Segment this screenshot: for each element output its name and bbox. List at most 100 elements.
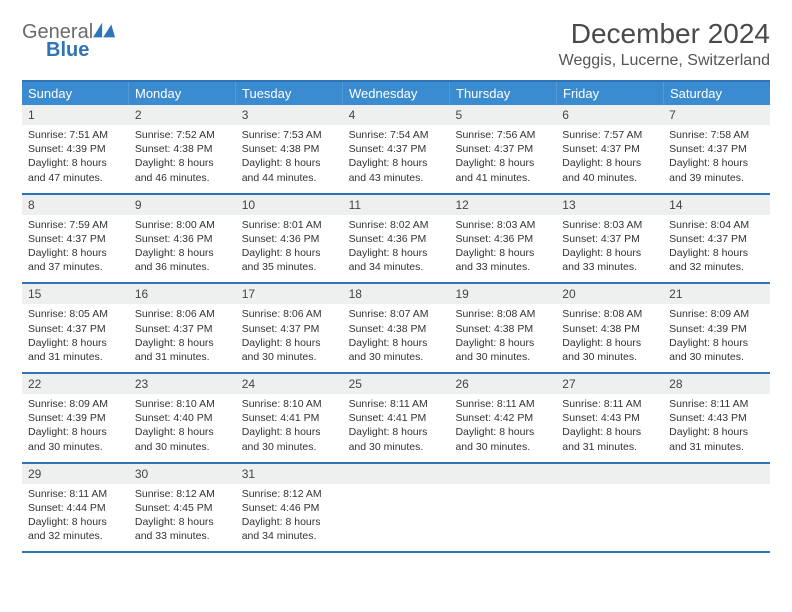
week-row: 15Sunrise: 8:05 AMSunset: 4:37 PMDayligh… — [22, 284, 770, 374]
sunset-line: Sunset: 4:37 PM — [455, 142, 550, 156]
daylight-line-2: and 33 minutes. — [135, 529, 230, 543]
weekday-header-row: SundayMondayTuesdayWednesdayThursdayFrid… — [22, 82, 770, 105]
day-cell — [343, 464, 450, 552]
sunrise-line: Sunrise: 7:53 AM — [242, 128, 337, 142]
day-number: 9 — [129, 195, 236, 215]
sunrise-line: Sunrise: 7:59 AM — [28, 218, 123, 232]
sunrise-line: Sunrise: 7:54 AM — [349, 128, 444, 142]
daylight-line-2: and 30 minutes. — [669, 350, 764, 364]
sunset-line: Sunset: 4:37 PM — [669, 142, 764, 156]
sunrise-line: Sunrise: 7:52 AM — [135, 128, 230, 142]
daylight-line-1: Daylight: 8 hours — [562, 156, 657, 170]
day-cell: 18Sunrise: 8:07 AMSunset: 4:38 PMDayligh… — [343, 284, 450, 372]
sunrise-line: Sunrise: 8:09 AM — [28, 397, 123, 411]
daylight-line-1: Daylight: 8 hours — [135, 515, 230, 529]
day-cell: 29Sunrise: 8:11 AMSunset: 4:44 PMDayligh… — [22, 464, 129, 552]
sunset-line: Sunset: 4:38 PM — [135, 142, 230, 156]
sunrise-line: Sunrise: 7:57 AM — [562, 128, 657, 142]
daylight-line-2: and 30 minutes. — [349, 440, 444, 454]
day-number — [663, 464, 770, 484]
day-cell: 5Sunrise: 7:56 AMSunset: 4:37 PMDaylight… — [449, 105, 556, 193]
weeks-container: 1Sunrise: 7:51 AMSunset: 4:39 PMDaylight… — [22, 105, 770, 553]
sunset-line: Sunset: 4:41 PM — [242, 411, 337, 425]
sunset-line: Sunset: 4:43 PM — [669, 411, 764, 425]
sunrise-line: Sunrise: 8:11 AM — [28, 487, 123, 501]
day-body: Sunrise: 8:09 AMSunset: 4:39 PMDaylight:… — [663, 304, 770, 372]
sunrise-line: Sunrise: 7:56 AM — [455, 128, 550, 142]
day-number: 2 — [129, 105, 236, 125]
day-cell: 10Sunrise: 8:01 AMSunset: 4:36 PMDayligh… — [236, 195, 343, 283]
sunset-line: Sunset: 4:38 PM — [562, 322, 657, 336]
daylight-line-1: Daylight: 8 hours — [28, 515, 123, 529]
sunrise-line: Sunrise: 8:07 AM — [349, 307, 444, 321]
sunrise-line: Sunrise: 8:04 AM — [669, 218, 764, 232]
weekday-header: Sunday — [22, 82, 129, 105]
day-body: Sunrise: 8:12 AMSunset: 4:45 PMDaylight:… — [129, 484, 236, 552]
day-number: 18 — [343, 284, 450, 304]
daylight-line-2: and 41 minutes. — [455, 171, 550, 185]
day-number: 11 — [343, 195, 450, 215]
sunset-line: Sunset: 4:44 PM — [28, 501, 123, 515]
day-cell: 2Sunrise: 7:52 AMSunset: 4:38 PMDaylight… — [129, 105, 236, 193]
day-body: Sunrise: 8:09 AMSunset: 4:39 PMDaylight:… — [22, 394, 129, 462]
daylight-line-1: Daylight: 8 hours — [28, 336, 123, 350]
day-number: 21 — [663, 284, 770, 304]
day-cell: 1Sunrise: 7:51 AMSunset: 4:39 PMDaylight… — [22, 105, 129, 193]
day-body: Sunrise: 8:11 AMSunset: 4:43 PMDaylight:… — [663, 394, 770, 462]
daylight-line-1: Daylight: 8 hours — [242, 336, 337, 350]
daylight-line-2: and 40 minutes. — [562, 171, 657, 185]
day-number: 20 — [556, 284, 663, 304]
day-number: 12 — [449, 195, 556, 215]
daylight-line-1: Daylight: 8 hours — [669, 425, 764, 439]
day-number: 6 — [556, 105, 663, 125]
day-cell — [556, 464, 663, 552]
day-cell: 27Sunrise: 8:11 AMSunset: 4:43 PMDayligh… — [556, 374, 663, 462]
month-title: December 2024 — [559, 18, 770, 50]
day-number: 25 — [343, 374, 450, 394]
day-body: Sunrise: 7:54 AMSunset: 4:37 PMDaylight:… — [343, 125, 450, 193]
sunset-line: Sunset: 4:38 PM — [349, 322, 444, 336]
daylight-line-1: Daylight: 8 hours — [349, 336, 444, 350]
weekday-header: Tuesday — [236, 82, 343, 105]
sunset-line: Sunset: 4:37 PM — [242, 322, 337, 336]
day-cell: 16Sunrise: 8:06 AMSunset: 4:37 PMDayligh… — [129, 284, 236, 372]
daylight-line-1: Daylight: 8 hours — [669, 336, 764, 350]
sunrise-line: Sunrise: 8:02 AM — [349, 218, 444, 232]
weekday-header: Monday — [129, 82, 236, 105]
daylight-line-1: Daylight: 8 hours — [669, 156, 764, 170]
sunrise-line: Sunrise: 8:08 AM — [455, 307, 550, 321]
sunrise-line: Sunrise: 8:11 AM — [669, 397, 764, 411]
sunrise-line: Sunrise: 8:12 AM — [135, 487, 230, 501]
week-row: 22Sunrise: 8:09 AMSunset: 4:39 PMDayligh… — [22, 374, 770, 464]
daylight-line-1: Daylight: 8 hours — [28, 425, 123, 439]
sunrise-line: Sunrise: 8:08 AM — [562, 307, 657, 321]
daylight-line-2: and 31 minutes. — [28, 350, 123, 364]
day-cell: 11Sunrise: 8:02 AMSunset: 4:36 PMDayligh… — [343, 195, 450, 283]
sunrise-line: Sunrise: 8:06 AM — [135, 307, 230, 321]
day-body: Sunrise: 8:07 AMSunset: 4:38 PMDaylight:… — [343, 304, 450, 372]
sunset-line: Sunset: 4:37 PM — [562, 142, 657, 156]
title-block: December 2024 Weggis, Lucerne, Switzerla… — [559, 18, 770, 70]
day-body: Sunrise: 7:51 AMSunset: 4:39 PMDaylight:… — [22, 125, 129, 193]
day-number: 7 — [663, 105, 770, 125]
location-subtitle: Weggis, Lucerne, Switzerland — [559, 52, 770, 70]
sunset-line: Sunset: 4:36 PM — [135, 232, 230, 246]
daylight-line-2: and 34 minutes. — [242, 529, 337, 543]
daylight-line-2: and 31 minutes. — [562, 440, 657, 454]
sunset-line: Sunset: 4:42 PM — [455, 411, 550, 425]
day-body: Sunrise: 8:11 AMSunset: 4:41 PMDaylight:… — [343, 394, 450, 462]
daylight-line-2: and 44 minutes. — [242, 171, 337, 185]
daylight-line-2: and 30 minutes. — [562, 350, 657, 364]
day-number: 10 — [236, 195, 343, 215]
sunset-line: Sunset: 4:38 PM — [455, 322, 550, 336]
day-body — [449, 484, 556, 495]
daylight-line-2: and 30 minutes. — [349, 350, 444, 364]
day-body: Sunrise: 8:10 AMSunset: 4:40 PMDaylight:… — [129, 394, 236, 462]
sunrise-line: Sunrise: 8:01 AM — [242, 218, 337, 232]
day-cell: 21Sunrise: 8:09 AMSunset: 4:39 PMDayligh… — [663, 284, 770, 372]
sunset-line: Sunset: 4:39 PM — [28, 142, 123, 156]
daylight-line-1: Daylight: 8 hours — [242, 156, 337, 170]
day-body: Sunrise: 8:03 AMSunset: 4:37 PMDaylight:… — [556, 215, 663, 283]
daylight-line-2: and 34 minutes. — [349, 260, 444, 274]
day-body: Sunrise: 7:56 AMSunset: 4:37 PMDaylight:… — [449, 125, 556, 193]
